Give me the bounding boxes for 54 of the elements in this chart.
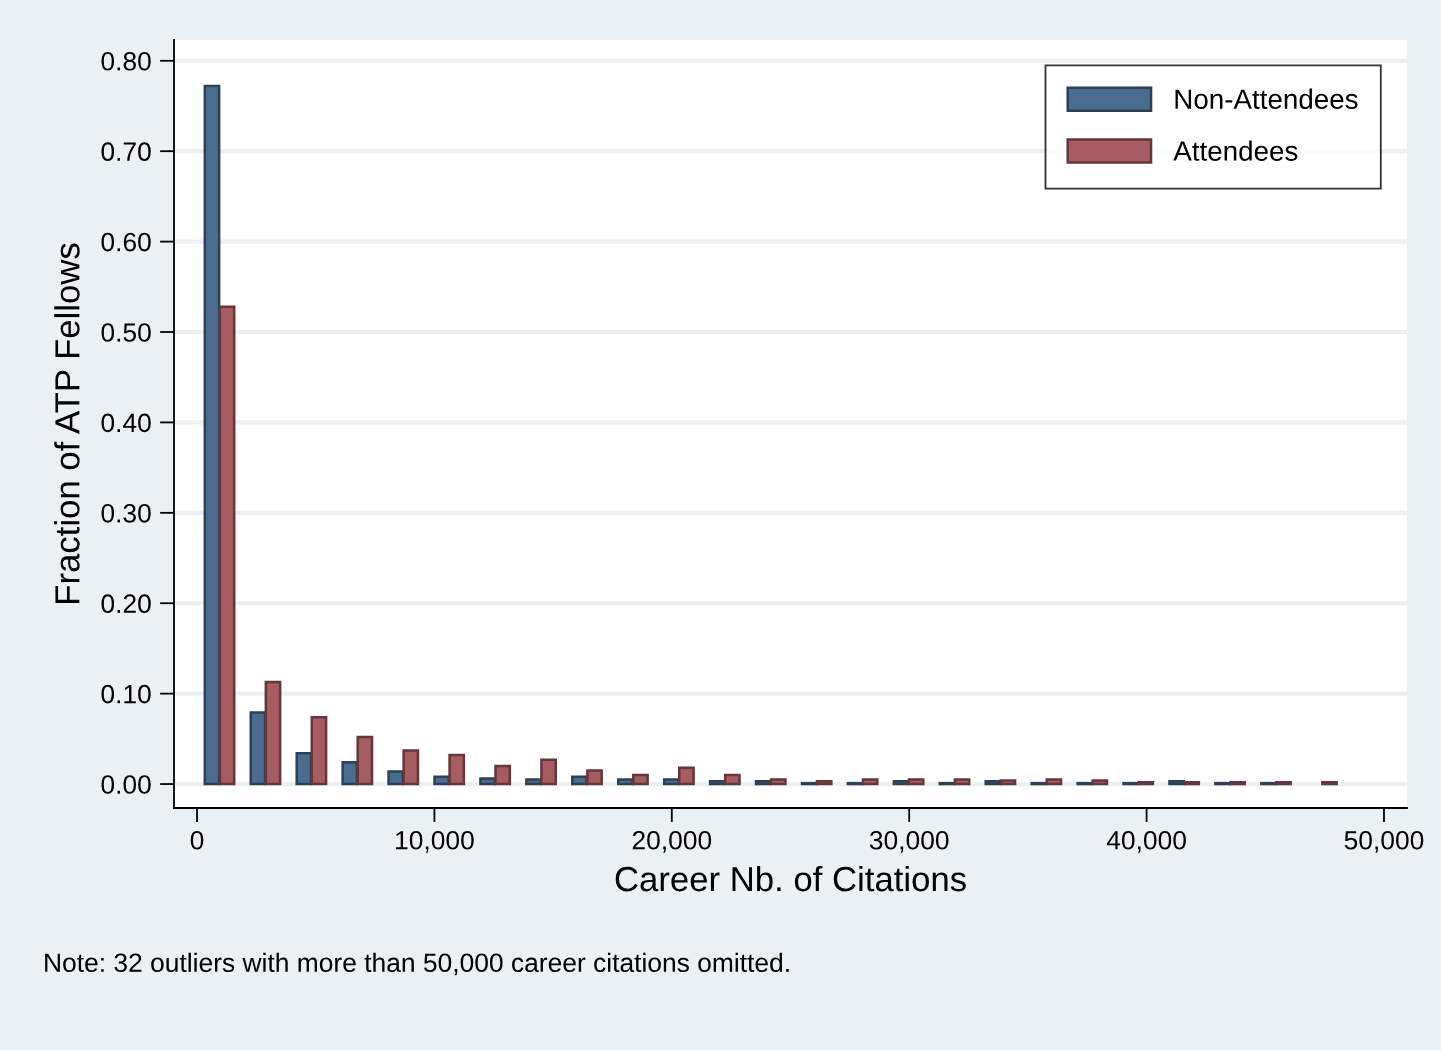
bar xyxy=(356,735,374,786)
bar xyxy=(1168,780,1186,786)
y-axis-title: Fraction of ATP Fellows xyxy=(54,243,80,603)
bar xyxy=(677,766,695,786)
bar xyxy=(494,764,512,786)
legend-label: Non-Attendees xyxy=(1175,88,1358,110)
bar xyxy=(341,761,359,786)
x-tick-label: 20,000 xyxy=(632,830,712,853)
bar xyxy=(815,780,833,786)
bar xyxy=(218,305,236,786)
bar xyxy=(203,84,221,786)
y-tick-label: 0.30 xyxy=(101,503,151,523)
bar xyxy=(708,780,726,786)
y-tick-label: 0.60 xyxy=(101,232,151,252)
y-tick-label: 0.50 xyxy=(101,323,151,342)
bar xyxy=(1045,778,1063,786)
y-tick-label: 0.70 xyxy=(101,142,151,162)
legend-label: Attendees xyxy=(1173,140,1298,161)
x-tick-label: 40,000 xyxy=(1106,830,1186,853)
bar xyxy=(999,779,1017,786)
bar xyxy=(632,773,649,786)
bar xyxy=(264,680,282,786)
bar xyxy=(892,780,910,786)
bar xyxy=(295,752,313,786)
text: Note: 32 outliers with more than 50,000 career citations omitted. xyxy=(45,952,789,976)
bar xyxy=(907,778,925,786)
y-tick-label: 0.80 xyxy=(101,51,151,71)
bar xyxy=(723,773,741,786)
bar xyxy=(953,778,971,786)
bar xyxy=(525,778,542,786)
bar xyxy=(586,769,603,786)
bar xyxy=(861,778,879,786)
bar xyxy=(769,778,787,786)
bar xyxy=(310,715,328,786)
bar xyxy=(616,778,634,786)
bar xyxy=(249,711,267,786)
bar xyxy=(402,749,420,786)
x-tick-label: 0 xyxy=(190,830,204,850)
bar xyxy=(754,780,772,786)
y-tick-label: 0.00 xyxy=(101,775,151,794)
bar xyxy=(984,780,1002,786)
bar xyxy=(662,778,680,786)
bar xyxy=(540,758,558,786)
x-tick-label: 50,000 xyxy=(1344,830,1424,853)
bar xyxy=(448,753,466,786)
y-tick-label: 0.40 xyxy=(101,413,151,433)
x-tick-label: 30,000 xyxy=(869,830,949,853)
bar xyxy=(387,770,405,786)
bar xyxy=(1091,779,1109,786)
y-tick-label: 0.10 xyxy=(101,684,151,704)
x-tick-label: 10,000 xyxy=(396,830,474,853)
x-axis-title: Career Nb. of Citations xyxy=(615,865,966,892)
bar xyxy=(479,777,496,786)
y-tick-label: 0.20 xyxy=(101,594,151,614)
